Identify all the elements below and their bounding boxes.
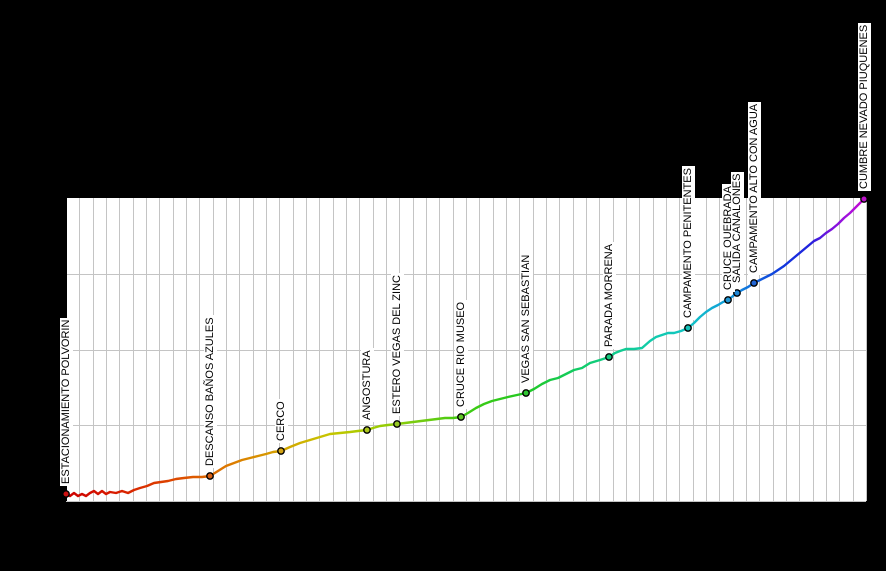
waypoint-label-cumbre-nevado-piuquenes: CUMBRE NEVADO PIUQUENES bbox=[857, 22, 871, 191]
waypoint-label-vegas-san-sebastian: VEGAS SAN SEBASTIAN bbox=[519, 252, 533, 385]
waypoint-marker-salida-canalones bbox=[733, 289, 741, 297]
waypoint-marker-cerco bbox=[277, 447, 285, 455]
waypoint-marker-angostura bbox=[363, 426, 371, 434]
waypoint-marker-estacionamiento-polvorin bbox=[62, 490, 70, 498]
waypoint-label-estero-vegas-del-zinc: ESTERO VEGAS DEL ZINC bbox=[390, 273, 404, 416]
waypoint-marker-parada-morrena bbox=[605, 353, 613, 361]
waypoint-label-cruce-rio-museo: CRUCE RIO MUSEO bbox=[454, 299, 468, 409]
waypoint-marker-estero-vegas-del-zinc bbox=[393, 420, 401, 428]
waypoint-label-estacionamiento-polvorin: ESTACIONAMIENTO POLVORIN bbox=[59, 317, 73, 486]
waypoint-marker-descanso-banos-azules bbox=[206, 472, 214, 480]
waypoint-marker-cruce-rio-museo bbox=[457, 413, 465, 421]
waypoint-label-cerco: CERCO bbox=[274, 399, 288, 443]
waypoint-label-campamento-alto-con-agua: CAMPAMENTO ALTO CON AGUA bbox=[747, 101, 761, 275]
waypoint-label-campamento-penitentes: CAMPAMENTO PENITENTES bbox=[681, 166, 695, 320]
waypoint-label-descanso-banos-azules: DESCANSO BAÑOS AZULES bbox=[203, 315, 217, 468]
waypoint-marker-campamento-alto-con-agua bbox=[750, 279, 758, 287]
waypoint-marker-campamento-penitentes bbox=[684, 324, 692, 332]
waypoint-marker-cruce-quebrada bbox=[724, 296, 732, 304]
waypoint-marker-vegas-san-sebastian bbox=[522, 389, 530, 397]
waypoint-label-angostura: ANGOSTURA bbox=[360, 348, 374, 422]
waypoint-marker-cumbre-nevado-piuquenes bbox=[860, 195, 868, 203]
waypoint-label-salida-canalones: SALIDA CANALONES bbox=[730, 171, 744, 285]
waypoint-label-parada-morrena: PARADA MORRENA bbox=[602, 241, 616, 349]
